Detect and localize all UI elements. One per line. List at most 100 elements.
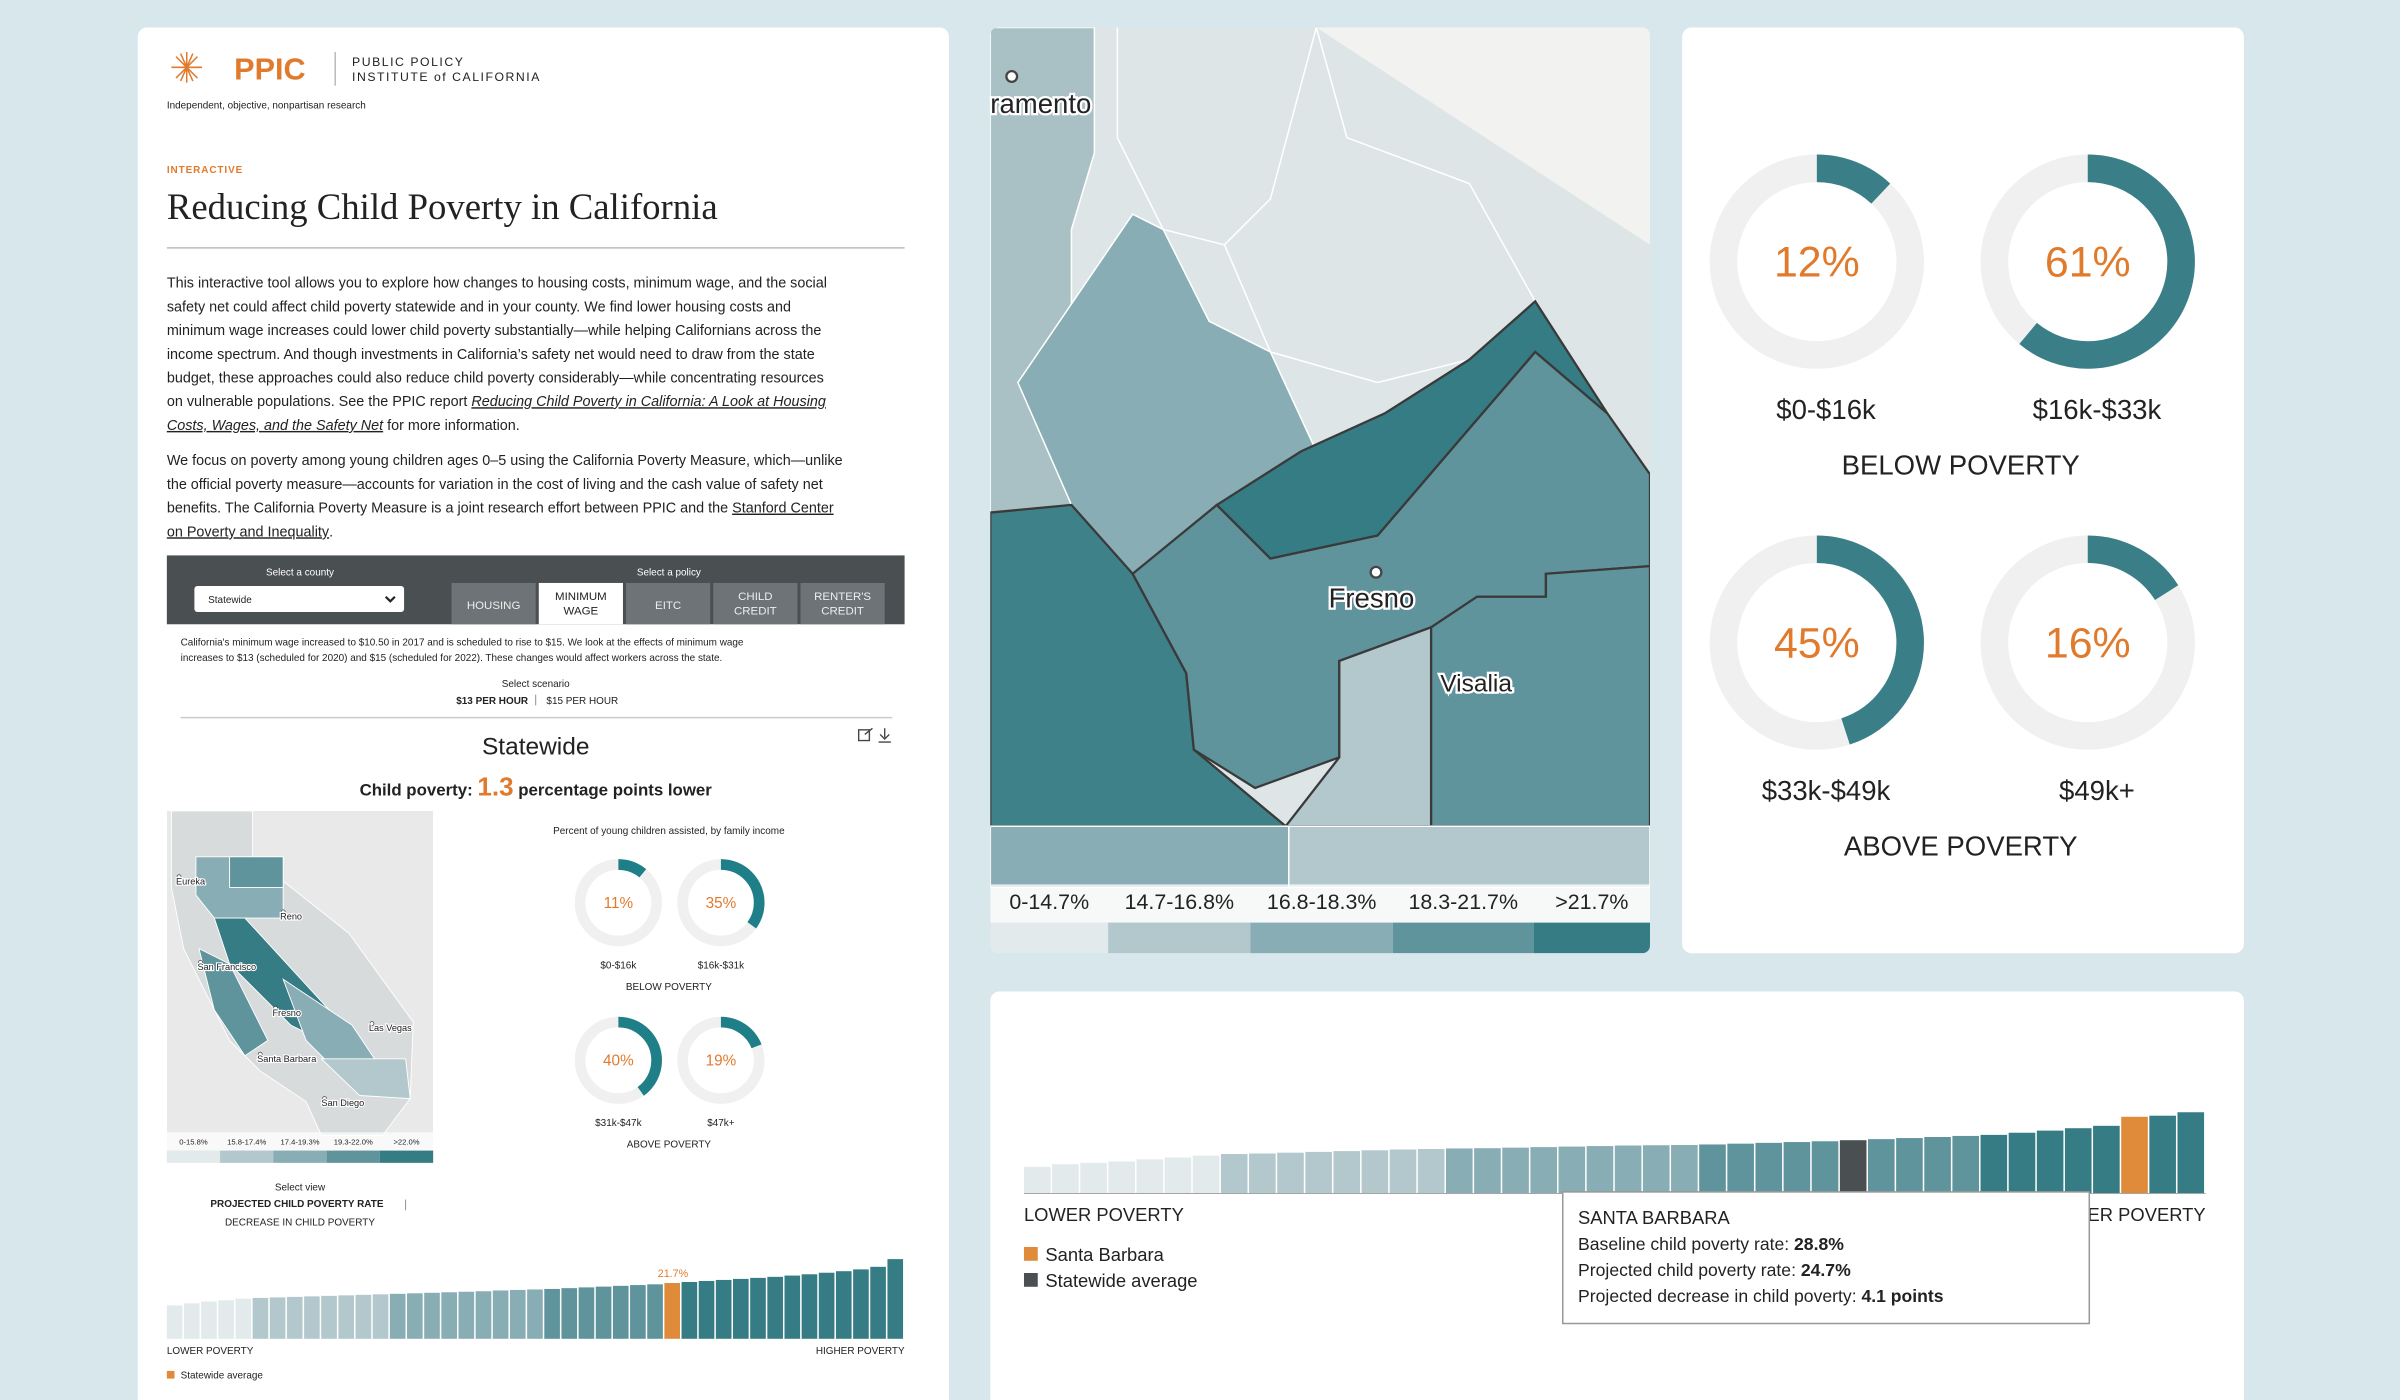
policy-tab[interactable] — [626, 582, 711, 625]
view-option[interactable]: DECREASE IN CHILD POVERTY — [225, 1218, 375, 1229]
city-dot — [369, 1021, 375, 1026]
bar — [509, 1289, 526, 1339]
city-dot — [257, 1051, 263, 1057]
bar — [201, 1301, 217, 1339]
region — [1215, 299, 1609, 560]
text: income spectrum. And though investments … — [167, 347, 815, 363]
legend-bg — [166, 1132, 434, 1151]
bar — [235, 1298, 252, 1339]
bar — [2177, 1112, 2205, 1194]
donut-arc — [1709, 154, 1924, 369]
bar — [853, 1269, 869, 1339]
city-dot — [176, 874, 182, 880]
donut-caption: $0-$16k — [600, 961, 636, 972]
bar — [1023, 1166, 1051, 1194]
bar-legend: Santa Barbara Statewide average — [1023, 1244, 1198, 1291]
bar — [1671, 1144, 1698, 1194]
legend-swatch — [273, 1150, 327, 1163]
scenario-option[interactable]: $15 PER HOUR — [546, 696, 618, 707]
bar — [252, 1297, 269, 1339]
bar — [1558, 1146, 1586, 1194]
policy-tab[interactable] — [451, 582, 536, 625]
donut-caption: $31k-$47k — [595, 1118, 641, 1129]
policy-tab-label: CREDIT — [734, 605, 777, 617]
legend-swatch — [166, 1370, 175, 1379]
share-icon[interactable] — [857, 727, 873, 742]
policy-tab[interactable] — [800, 582, 885, 625]
mini-map-labels: Eureka Reno San Francisco Fresno Las Vegas Sa… — [166, 874, 434, 1163]
bar — [2093, 1125, 2120, 1194]
paragraphs: This interactive tool allows you to expl… — [167, 276, 843, 541]
group-label: ABOVE POVERTY — [1844, 830, 2078, 861]
bar — [166, 1305, 183, 1339]
legend-label: 0-14.7% — [1009, 890, 1089, 914]
tooltip-label: Projected child poverty rate: — [1578, 1260, 1801, 1280]
kicker: INTERACTIVE — [167, 165, 243, 176]
scenario-option[interactable]: $13 PER HOUR — [456, 696, 528, 707]
download-icon[interactable] — [878, 728, 891, 743]
bar — [835, 1271, 852, 1339]
axis-label: LOWER POVERTY — [1024, 1204, 1184, 1225]
policy-tab-label: CHILD — [738, 591, 772, 603]
tooltip — [1561, 1191, 2091, 1325]
article-card — [137, 27, 949, 1400]
bar — [1220, 1154, 1248, 1194]
text: the official poverty measure—accounts fo… — [167, 477, 823, 493]
county-select[interactable] — [194, 586, 405, 613]
link[interactable]: Stanford Center — [732, 501, 834, 517]
tooltip-label: Projected decrease in child poverty: — [1578, 1286, 1861, 1306]
bar — [544, 1288, 560, 1339]
city-dot — [198, 960, 203, 965]
bar — [1136, 1159, 1164, 1194]
bar — [441, 1292, 457, 1339]
group-label: BELOW POVERTY — [1842, 449, 2080, 480]
policy-tab[interactable] — [713, 582, 798, 625]
legend-label: Statewide average — [1045, 1270, 1197, 1291]
bar — [1614, 1145, 1642, 1194]
bar-chart — [1023, 1112, 2205, 1194]
bar — [492, 1290, 509, 1339]
legend-swatch — [1392, 922, 1534, 954]
bar — [2008, 1132, 2036, 1194]
paragraph-line: This interactive tool allows you to expl… — [167, 276, 827, 292]
tooltip-row: Baseline child poverty rate: 28.8% — [1578, 1234, 1844, 1254]
group-label: ABOVE POVERTY — [627, 1140, 712, 1151]
bar — [578, 1287, 595, 1339]
tooltip-row: Projected child poverty rate: 24.7% — [1578, 1260, 1851, 1280]
policy-tab-label: EITC — [655, 600, 681, 612]
bar — [2064, 1128, 2092, 1194]
link[interactable]: Reducing Child Poverty in California: A … — [471, 394, 826, 410]
link[interactable]: Costs, Wages, and the Safety Net — [167, 418, 384, 434]
legend-swatch — [326, 1150, 380, 1163]
city-label: ramento — [990, 88, 1091, 119]
bar — [1277, 1152, 1304, 1194]
bar — [715, 1279, 732, 1339]
bar — [1052, 1164, 1079, 1194]
legend-label: 14.7-16.8% — [1125, 890, 1235, 914]
donut-arc — [1709, 535, 1924, 750]
bar — [372, 1294, 389, 1339]
view-label: Select view — [275, 1182, 326, 1193]
view-option[interactable]: PROJECTED CHILD POVERTY RATE — [210, 1199, 383, 1210]
donut-label: 45% — [1774, 620, 1860, 668]
city-label: Eureka — [176, 876, 206, 886]
text: This interactive tool allows you to expl… — [167, 276, 827, 292]
border — [1116, 27, 1536, 384]
paragraph-line: budget, these approaches could also redu… — [167, 371, 824, 387]
bar — [1699, 1144, 1726, 1194]
value-label: 21.7% — [658, 1268, 689, 1280]
bar — [2149, 1115, 2176, 1194]
bar — [1305, 1151, 1332, 1194]
place-heading: Statewide — [482, 733, 589, 760]
policy-tab[interactable] — [538, 582, 623, 625]
bar — [1755, 1142, 1783, 1194]
bar — [1783, 1142, 1811, 1194]
link[interactable]: on Poverty and Inequality — [167, 524, 330, 540]
logo-icon — [171, 52, 203, 83]
bar — [1108, 1161, 1135, 1194]
text: on vulnerable populations. See the PPIC … — [167, 394, 472, 410]
bar — [1727, 1143, 1754, 1194]
region — [990, 825, 1290, 889]
donut-label: 16% — [2045, 620, 2131, 668]
